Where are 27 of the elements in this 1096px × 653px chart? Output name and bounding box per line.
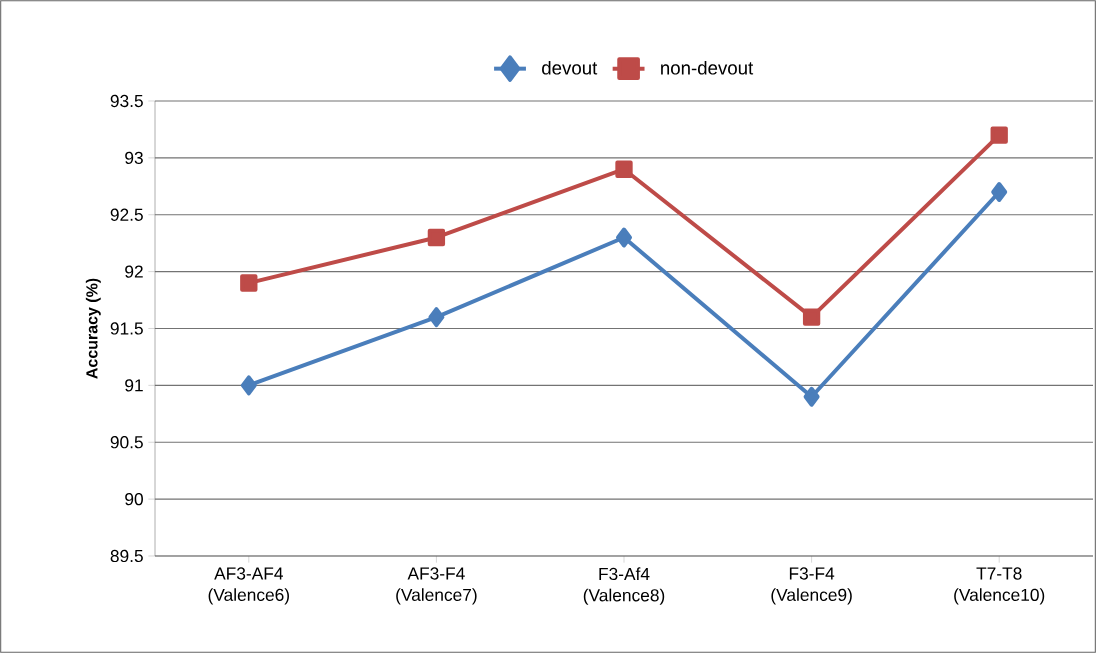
y-tick-label: 91.5 xyxy=(110,322,143,335)
point xyxy=(616,227,632,248)
point xyxy=(615,160,633,178)
point xyxy=(803,386,820,407)
y-tick-label: 92.5 xyxy=(110,208,143,221)
y-tick-label: 92 xyxy=(125,265,143,278)
point xyxy=(991,181,1008,202)
y-tick-label: 89.5 xyxy=(110,549,143,563)
legend-label: non-devout xyxy=(661,60,754,75)
point xyxy=(428,307,445,328)
x-tick-label: F3-F4 (Valence9) xyxy=(771,567,852,605)
x-tick-label: T7-T8 (Valence10) xyxy=(954,567,1045,605)
y-tick-label: 90 xyxy=(125,492,143,506)
point xyxy=(990,126,1008,144)
y-tick-label: 90.5 xyxy=(110,436,143,449)
y-tick-label: 91 xyxy=(125,379,143,392)
y-axis-title: Accuracy (%) xyxy=(85,278,101,379)
y-tick-label: 93 xyxy=(125,151,143,164)
x-tick-label: F3-Af4 (Valence8) xyxy=(583,567,665,605)
y-tick-label: 93.5 xyxy=(110,94,143,108)
x-tick-label: AF3-AF4 (Valence6) xyxy=(208,567,289,605)
point xyxy=(802,308,821,326)
point xyxy=(240,375,257,396)
legend-label: devout xyxy=(542,60,598,75)
point xyxy=(240,274,258,292)
point xyxy=(427,228,446,247)
x-tick-label: AF3-F4 (Valence7) xyxy=(396,567,477,605)
